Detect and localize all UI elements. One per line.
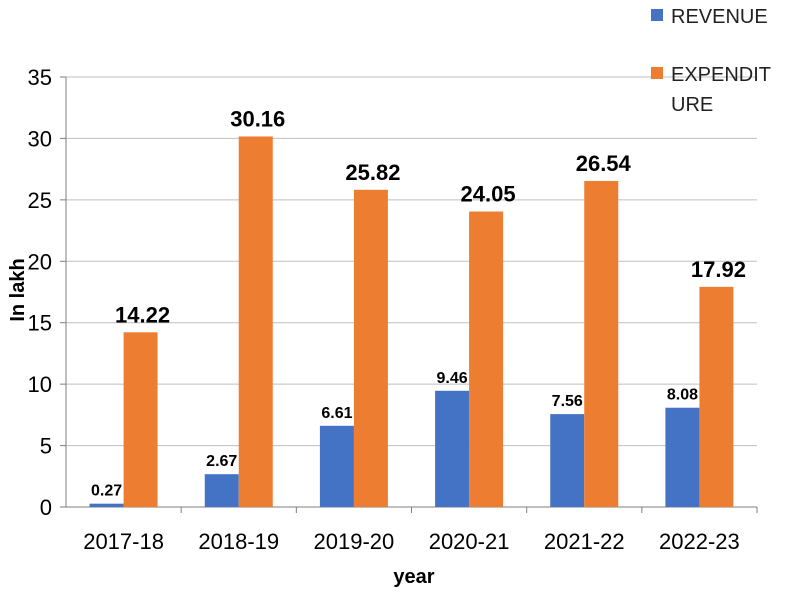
bar-expenditure [699,286,734,507]
y-tick-label: 15 [28,311,52,336]
data-label-revenue: 2.67 [206,453,237,470]
x-tick-label: 2020-21 [429,529,510,554]
y-tick-label: 35 [28,65,52,90]
legend-label-expenditure: EXPENDIT URE [671,64,776,116]
data-labels: 0.27 14.22 2.67 30.16 6.61 25.82 9.46 24.05 7.56… [91,106,746,499]
y-tick-label: 0 [40,495,52,520]
data-label-expenditure: 24.05 [461,182,516,207]
legend-swatch-expenditure [651,67,663,79]
axes [60,76,758,513]
data-label-expenditure: 14.22 [115,302,170,327]
y-tick-label: 5 [40,434,52,459]
bars [89,136,734,508]
data-label-revenue: 6.61 [321,405,352,422]
gridlines [66,76,757,447]
legend-label-expenditure-line1: EXPENDIT [671,64,771,86]
bar-expenditure [353,189,388,508]
bar-expenditure [469,211,504,507]
x-tick-label: 2022-23 [659,529,740,554]
y-tick-label: 20 [28,249,52,274]
legend-label-expenditure-line2: URE [671,94,713,116]
data-label-expenditure: 30.16 [230,106,285,131]
y-tick-label: 30 [28,126,52,151]
legend: REVENUE EXPENDIT URE [651,6,776,116]
x-axis-title: year [393,566,434,588]
bar-revenue [550,414,585,507]
x-tick-label: 2021-22 [544,529,625,554]
bar-revenue [89,503,124,507]
bar-expenditure [123,332,158,507]
data-label-expenditure: 25.82 [345,160,400,185]
y-tick-label: 10 [28,372,52,397]
bar-revenue [204,474,239,507]
data-label-revenue: 9.46 [437,370,468,387]
legend-swatch-revenue [651,9,663,21]
y-axis-title: In lakh [7,258,29,321]
bar-revenue [319,425,354,507]
data-label-revenue: 0.27 [91,483,122,500]
data-label-expenditure: 17.92 [691,257,746,282]
bar-expenditure [584,180,619,508]
y-tick-label: 25 [28,188,52,213]
data-label-expenditure: 26.54 [576,151,632,176]
legend-label-revenue: REVENUE [671,6,768,28]
bar-revenue [665,407,700,507]
data-label-revenue: 7.56 [552,393,583,410]
tick-labels: 0 5 10 15 20 25 30 35 2017-18 2018-19 2019-20 2020-… [28,65,740,554]
bar-expenditure [238,136,273,507]
x-tick-label: 2018-19 [198,529,279,554]
bar-revenue [435,390,470,507]
x-tick-label: 2019-20 [314,529,395,554]
x-tick-label: 2017-18 [83,529,164,554]
data-label-revenue: 8.08 [667,387,698,404]
